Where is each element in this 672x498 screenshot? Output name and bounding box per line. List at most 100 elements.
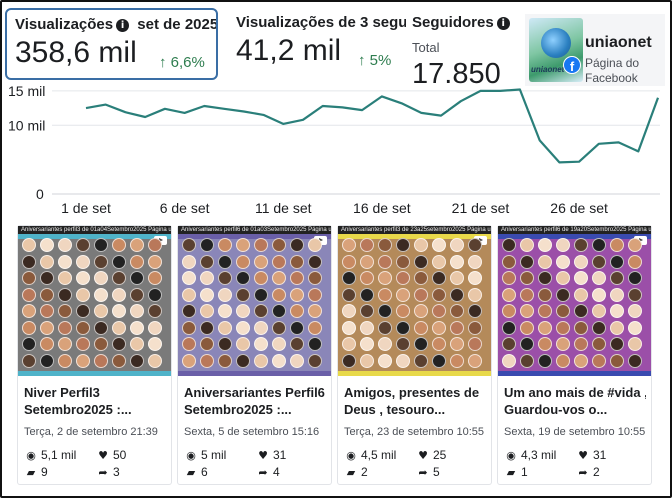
thumbnail-band xyxy=(18,371,171,376)
data-point[interactable] xyxy=(339,104,345,110)
collage-photo xyxy=(182,271,196,285)
data-point[interactable] xyxy=(497,88,503,94)
collage-photo xyxy=(148,304,162,318)
collage-photo xyxy=(450,254,464,269)
collage-photo xyxy=(290,337,304,351)
post-card[interactable]: Aniversariantes perfil6 de 01a03Setembro… xyxy=(178,226,331,484)
data-point[interactable] xyxy=(655,95,661,101)
data-point[interactable] xyxy=(300,117,306,123)
data-point[interactable] xyxy=(221,106,227,112)
collage-photo xyxy=(450,271,464,285)
data-point[interactable] xyxy=(280,121,286,127)
data-point[interactable] xyxy=(576,159,582,165)
post-title[interactable]: Amigos, presentes de Deus , tesouro... xyxy=(344,384,486,418)
views-series-line xyxy=(85,88,660,164)
data-point[interactable] xyxy=(83,105,89,111)
data-point[interactable] xyxy=(122,109,128,115)
post-thumbnail[interactable]: Aniversariantes perfil6 de 01a03Setembro… xyxy=(178,226,331,376)
data-point[interactable] xyxy=(438,113,444,119)
collage-photo xyxy=(94,337,108,351)
post-card[interactable]: Aniversariantes perfil3 de 01a04Setembro… xyxy=(18,226,171,484)
collage-photo xyxy=(592,238,606,252)
collage-photo xyxy=(94,271,108,285)
collage-photo xyxy=(502,271,516,285)
collage-photo xyxy=(236,254,250,269)
collage-photo xyxy=(200,271,214,285)
eye-icon: ◉ xyxy=(506,449,516,462)
data-point[interactable] xyxy=(241,109,247,115)
collage-photo xyxy=(468,238,482,252)
collage-photo xyxy=(22,304,36,318)
collage-photo xyxy=(592,304,606,318)
collage-photo xyxy=(396,304,410,318)
info-icon[interactable]: i xyxy=(496,17,510,30)
views-line-chart[interactable]: 0 10 mil 15 mil 1 de set 6 de set 11 de set 1… xyxy=(0,84,672,224)
data-point[interactable] xyxy=(379,93,385,99)
collage-photo xyxy=(308,238,322,252)
collage-photo xyxy=(130,353,144,368)
data-point[interactable] xyxy=(458,98,464,104)
collage-photo xyxy=(58,254,72,269)
data-point[interactable] xyxy=(359,107,365,113)
collage-photo xyxy=(610,254,624,269)
collage-photo xyxy=(40,238,54,252)
data-point[interactable] xyxy=(418,110,424,116)
collage-photo xyxy=(450,353,464,368)
post-title[interactable]: Niver Perfil3 Setembro2025 :... xyxy=(24,384,166,418)
collage-photo xyxy=(556,287,570,302)
data-point[interactable] xyxy=(537,137,543,143)
share-icon: ➦ xyxy=(258,466,268,479)
collage-photo xyxy=(610,238,624,252)
data-point[interactable] xyxy=(399,100,405,106)
page-avatar-text: uniaonet xyxy=(531,65,565,74)
collage-photo xyxy=(148,320,162,335)
data-point[interactable] xyxy=(556,159,562,165)
data-point[interactable] xyxy=(635,148,641,154)
collage-photo xyxy=(112,320,126,335)
data-point[interactable] xyxy=(142,114,148,120)
post-title-line2: Setembro2025 :... xyxy=(24,402,132,417)
post-shares: ➦ 4 xyxy=(256,465,279,479)
collage-photo xyxy=(396,238,410,252)
data-point[interactable] xyxy=(201,103,207,109)
followers-metric[interactable]: Seguidores i Total 17.850 xyxy=(404,8,522,88)
views-period-label: set de 2025 xyxy=(137,16,218,33)
post-card[interactable]: Aniversariantes perfil6 de 19a20Setembro… xyxy=(498,226,651,484)
data-point[interactable] xyxy=(596,141,602,147)
collage-photo xyxy=(432,238,446,252)
post-thumbnail[interactable]: Aniversariantes perfil3 de 23a25setembro… xyxy=(338,226,491,376)
data-point[interactable] xyxy=(320,103,326,109)
collage-photo xyxy=(22,320,36,335)
post-title[interactable]: Um ano mais de #vida , Guardou-vos o... xyxy=(504,384,646,418)
collage-photo xyxy=(360,254,374,269)
collage-photo xyxy=(112,353,126,368)
post-thumbnail-caption: Aniversariantes perfil6 de 01a03Setembro… xyxy=(178,226,331,234)
collage-photo xyxy=(628,353,642,368)
data-point[interactable] xyxy=(261,112,267,118)
collage-photo xyxy=(308,271,322,285)
data-point[interactable] xyxy=(182,110,188,116)
data-point[interactable] xyxy=(162,106,168,112)
collage-photo xyxy=(574,238,588,252)
post-title[interactable]: Aniversariantes Perfil6 Setembro2025 :..… xyxy=(184,384,326,418)
data-point[interactable] xyxy=(616,139,622,145)
collage-photo xyxy=(40,353,54,368)
three-second-views-metric[interactable]: Visualizações de 3 segund 41,2 mil ↑ 5% xyxy=(228,8,406,80)
page-avatar[interactable]: uniaonet xyxy=(529,18,583,82)
collage-photo xyxy=(342,254,356,269)
post-card[interactable]: Aniversariantes perfil3 de 23a25setembro… xyxy=(338,226,491,484)
collage-photo xyxy=(360,287,374,302)
collage-photo xyxy=(290,287,304,302)
data-point[interactable] xyxy=(517,87,523,93)
views-delta: ↑ 6,6% xyxy=(159,54,205,71)
data-point[interactable] xyxy=(477,88,483,94)
data-point[interactable] xyxy=(103,102,109,108)
collage-photo xyxy=(58,320,72,335)
collage-photo xyxy=(58,337,72,351)
post-thumbnail[interactable]: Aniversariantes perfil3 de 01a04Setembro… xyxy=(18,226,171,376)
collage-photo xyxy=(148,337,162,351)
page-card[interactable]: uniaonet f uniaonet Página do Facebook xyxy=(525,14,665,86)
post-thumbnail[interactable]: Aniversariantes perfil6 de 19a20Setembro… xyxy=(498,226,651,376)
info-icon[interactable]: i xyxy=(116,19,130,32)
views-metric-card[interactable]: Visualizações i set de 2025 358,6 mil ↑ 6… xyxy=(5,8,218,80)
